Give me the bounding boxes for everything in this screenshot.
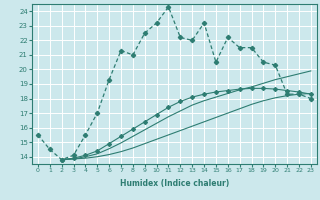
X-axis label: Humidex (Indice chaleur): Humidex (Indice chaleur) (120, 179, 229, 188)
